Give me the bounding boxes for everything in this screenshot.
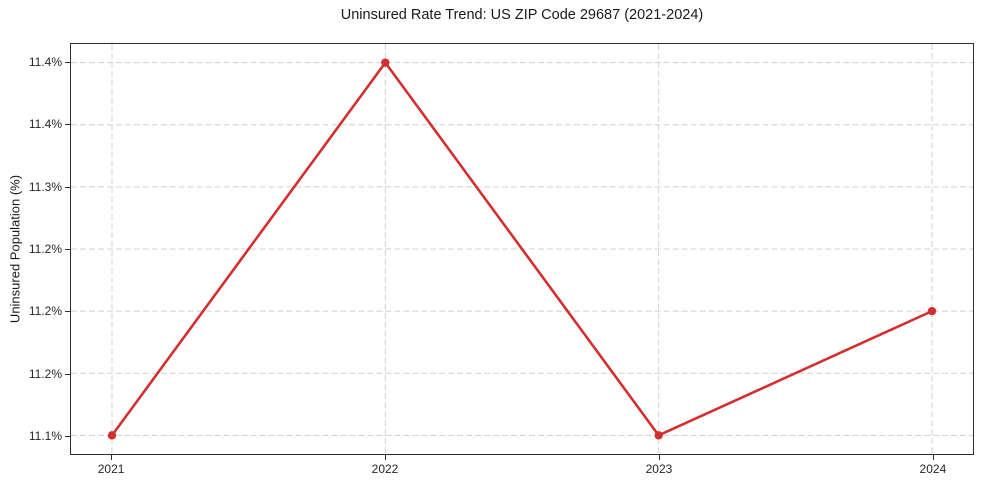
x-tick-label: 2021	[97, 462, 125, 476]
y-tick-mark	[65, 61, 70, 63]
y-tick-label: 11.4%	[28, 117, 62, 132]
y-tick-mark	[65, 436, 70, 438]
y-tick-label: 11.4%	[28, 54, 62, 69]
x-tick-label: 2024	[919, 462, 947, 476]
y-tick-label: 11.1%	[28, 429, 62, 444]
y-tick-label: 11.2%	[28, 242, 62, 256]
series-line	[110, 61, 934, 437]
x-tick-label: 2022	[371, 462, 399, 476]
y-tick-mark	[65, 186, 70, 188]
y-tick-mark	[65, 311, 70, 313]
y-tick-label: 11.2%	[28, 304, 62, 319]
y-tick-mark	[65, 124, 70, 126]
x-tick-mark	[658, 455, 660, 460]
data-point-marker	[107, 431, 117, 440]
data-point-marker	[927, 306, 937, 316]
y-tick-label: 11.3%	[28, 179, 62, 194]
y-tick-label: 11.2%	[28, 366, 62, 381]
x-tick-label: 2023	[645, 462, 673, 476]
y-tick-mark	[65, 249, 70, 250]
data-point-marker	[654, 431, 663, 440]
chart-title: Uninsured Rate Trend: US ZIP Code 29687 …	[340, 7, 704, 23]
y-tick-mark	[65, 373, 70, 375]
plot-area	[70, 43, 974, 455]
line-chart	[71, 44, 973, 454]
x-tick-mark	[111, 455, 113, 460]
x-tick-mark	[385, 455, 387, 460]
data-point-marker	[381, 58, 390, 67]
x-tick-mark	[932, 455, 934, 460]
